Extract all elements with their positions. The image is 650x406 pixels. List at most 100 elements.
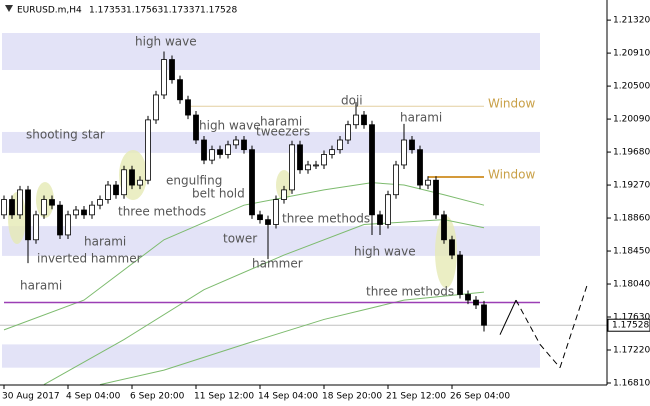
candle-body — [353, 114, 359, 126]
quote-close: 1.17528 — [200, 6, 237, 16]
y-tick-label: 1.18450 — [613, 247, 650, 257]
x-tick-label: 30 Aug 2017 — [2, 392, 60, 402]
y-tick-label: 1.19680 — [613, 148, 650, 158]
zone — [2, 344, 540, 368]
candle-body — [233, 139, 239, 146]
moving-average — [99, 291, 485, 386]
annotation: tweezers — [256, 125, 310, 139]
candle-body — [321, 154, 327, 166]
candle-body — [137, 179, 143, 186]
candle-body — [49, 199, 55, 206]
annotation: inverted hammer — [37, 252, 142, 266]
candle-body — [345, 124, 351, 141]
highlight — [276, 170, 292, 200]
y-tick-label: 1.18860 — [613, 214, 650, 224]
candle-body — [329, 149, 335, 155]
forecast-segment — [499, 299, 517, 335]
candle-body — [409, 139, 415, 151]
candle-body — [473, 299, 479, 306]
candle-body — [9, 199, 15, 216]
candle-body — [65, 214, 71, 236]
annotation: shooting star — [26, 128, 105, 142]
candle-body — [265, 219, 271, 225]
candle-body — [121, 169, 127, 196]
quote-open: 1.17353 — [89, 6, 126, 16]
y-tick-label: 1.17220 — [613, 346, 650, 356]
forecast-segment — [539, 344, 561, 369]
candle-body — [425, 179, 431, 186]
level-label: Window — [488, 168, 536, 182]
candle-body — [441, 214, 447, 241]
moving-average — [3, 182, 485, 331]
annotation: harami — [260, 115, 302, 129]
candle-body — [209, 149, 215, 161]
y-tick-label: 1.20910 — [613, 49, 650, 59]
annotation: harami — [400, 111, 442, 125]
candle-body — [305, 164, 311, 171]
quote-low: 1.17337 — [163, 6, 200, 16]
candle-body — [185, 99, 191, 116]
candle-body — [297, 144, 303, 171]
candle-body — [169, 59, 175, 81]
annotation: hammer — [252, 257, 303, 271]
candle-body — [385, 194, 391, 225]
current-price-label: 1.17528 — [612, 321, 649, 331]
candle-body — [89, 204, 95, 216]
candle-body — [257, 214, 263, 221]
candle-body — [249, 149, 255, 216]
annotation: tower — [223, 232, 257, 246]
annotation: three methods — [282, 212, 370, 226]
candle-body — [1, 199, 7, 216]
candle-body — [177, 79, 183, 101]
candle-body — [217, 149, 223, 155]
candle-body — [393, 164, 399, 196]
candle-body — [33, 214, 39, 241]
candle-body — [225, 144, 231, 155]
annotation: belt hold — [192, 187, 245, 201]
candle-body — [281, 189, 287, 200]
candle-body — [289, 144, 295, 191]
highlight — [435, 216, 457, 288]
candle-body — [25, 189, 31, 241]
candle-body — [465, 294, 471, 301]
annotation: high wave — [199, 119, 261, 133]
y-tick-label: 1.17630 — [613, 313, 650, 323]
candle-body — [369, 124, 375, 216]
candle-body — [449, 239, 455, 256]
candle-body — [457, 254, 463, 295]
candle-body — [401, 139, 407, 166]
x-tick-label: 21 Sep 12:00 — [386, 392, 446, 402]
annotation: high wave — [135, 35, 197, 49]
candle-body — [17, 189, 23, 216]
x-tick-label: 4 Sep 04:00 — [66, 392, 121, 402]
candle-body — [113, 184, 119, 196]
current-price-box — [607, 318, 650, 332]
candle-body — [41, 199, 47, 216]
header-icon — [5, 5, 13, 12]
forecast-segment — [559, 282, 589, 368]
forecast-segment — [515, 299, 541, 345]
candle-body — [105, 184, 111, 200]
candle-body — [97, 199, 103, 206]
y-tick-label: 1.19270 — [613, 181, 650, 191]
annotation: doji — [341, 94, 363, 108]
quote-high: 1.17563 — [126, 6, 163, 16]
level-label: Window — [488, 97, 536, 111]
candle-body — [377, 214, 383, 225]
candle-body — [73, 209, 79, 216]
symbol: EURUSD.m,H4 — [17, 6, 82, 16]
candle-body — [337, 139, 343, 151]
annotation: harami — [20, 279, 62, 293]
x-tick-label: 11 Sep 12:00 — [194, 392, 254, 402]
candle-body — [201, 139, 207, 161]
y-tick-label: 1.21320 — [613, 16, 650, 26]
candle-body — [417, 149, 423, 186]
x-tick-label: 18 Sep 20:00 — [322, 392, 382, 402]
candle-body — [129, 169, 135, 186]
y-tick-label: 1.20090 — [613, 115, 650, 125]
annotation: harami — [84, 235, 126, 249]
candle-body — [57, 204, 63, 236]
candle-body — [273, 199, 279, 225]
annotation: three methods — [366, 285, 454, 299]
